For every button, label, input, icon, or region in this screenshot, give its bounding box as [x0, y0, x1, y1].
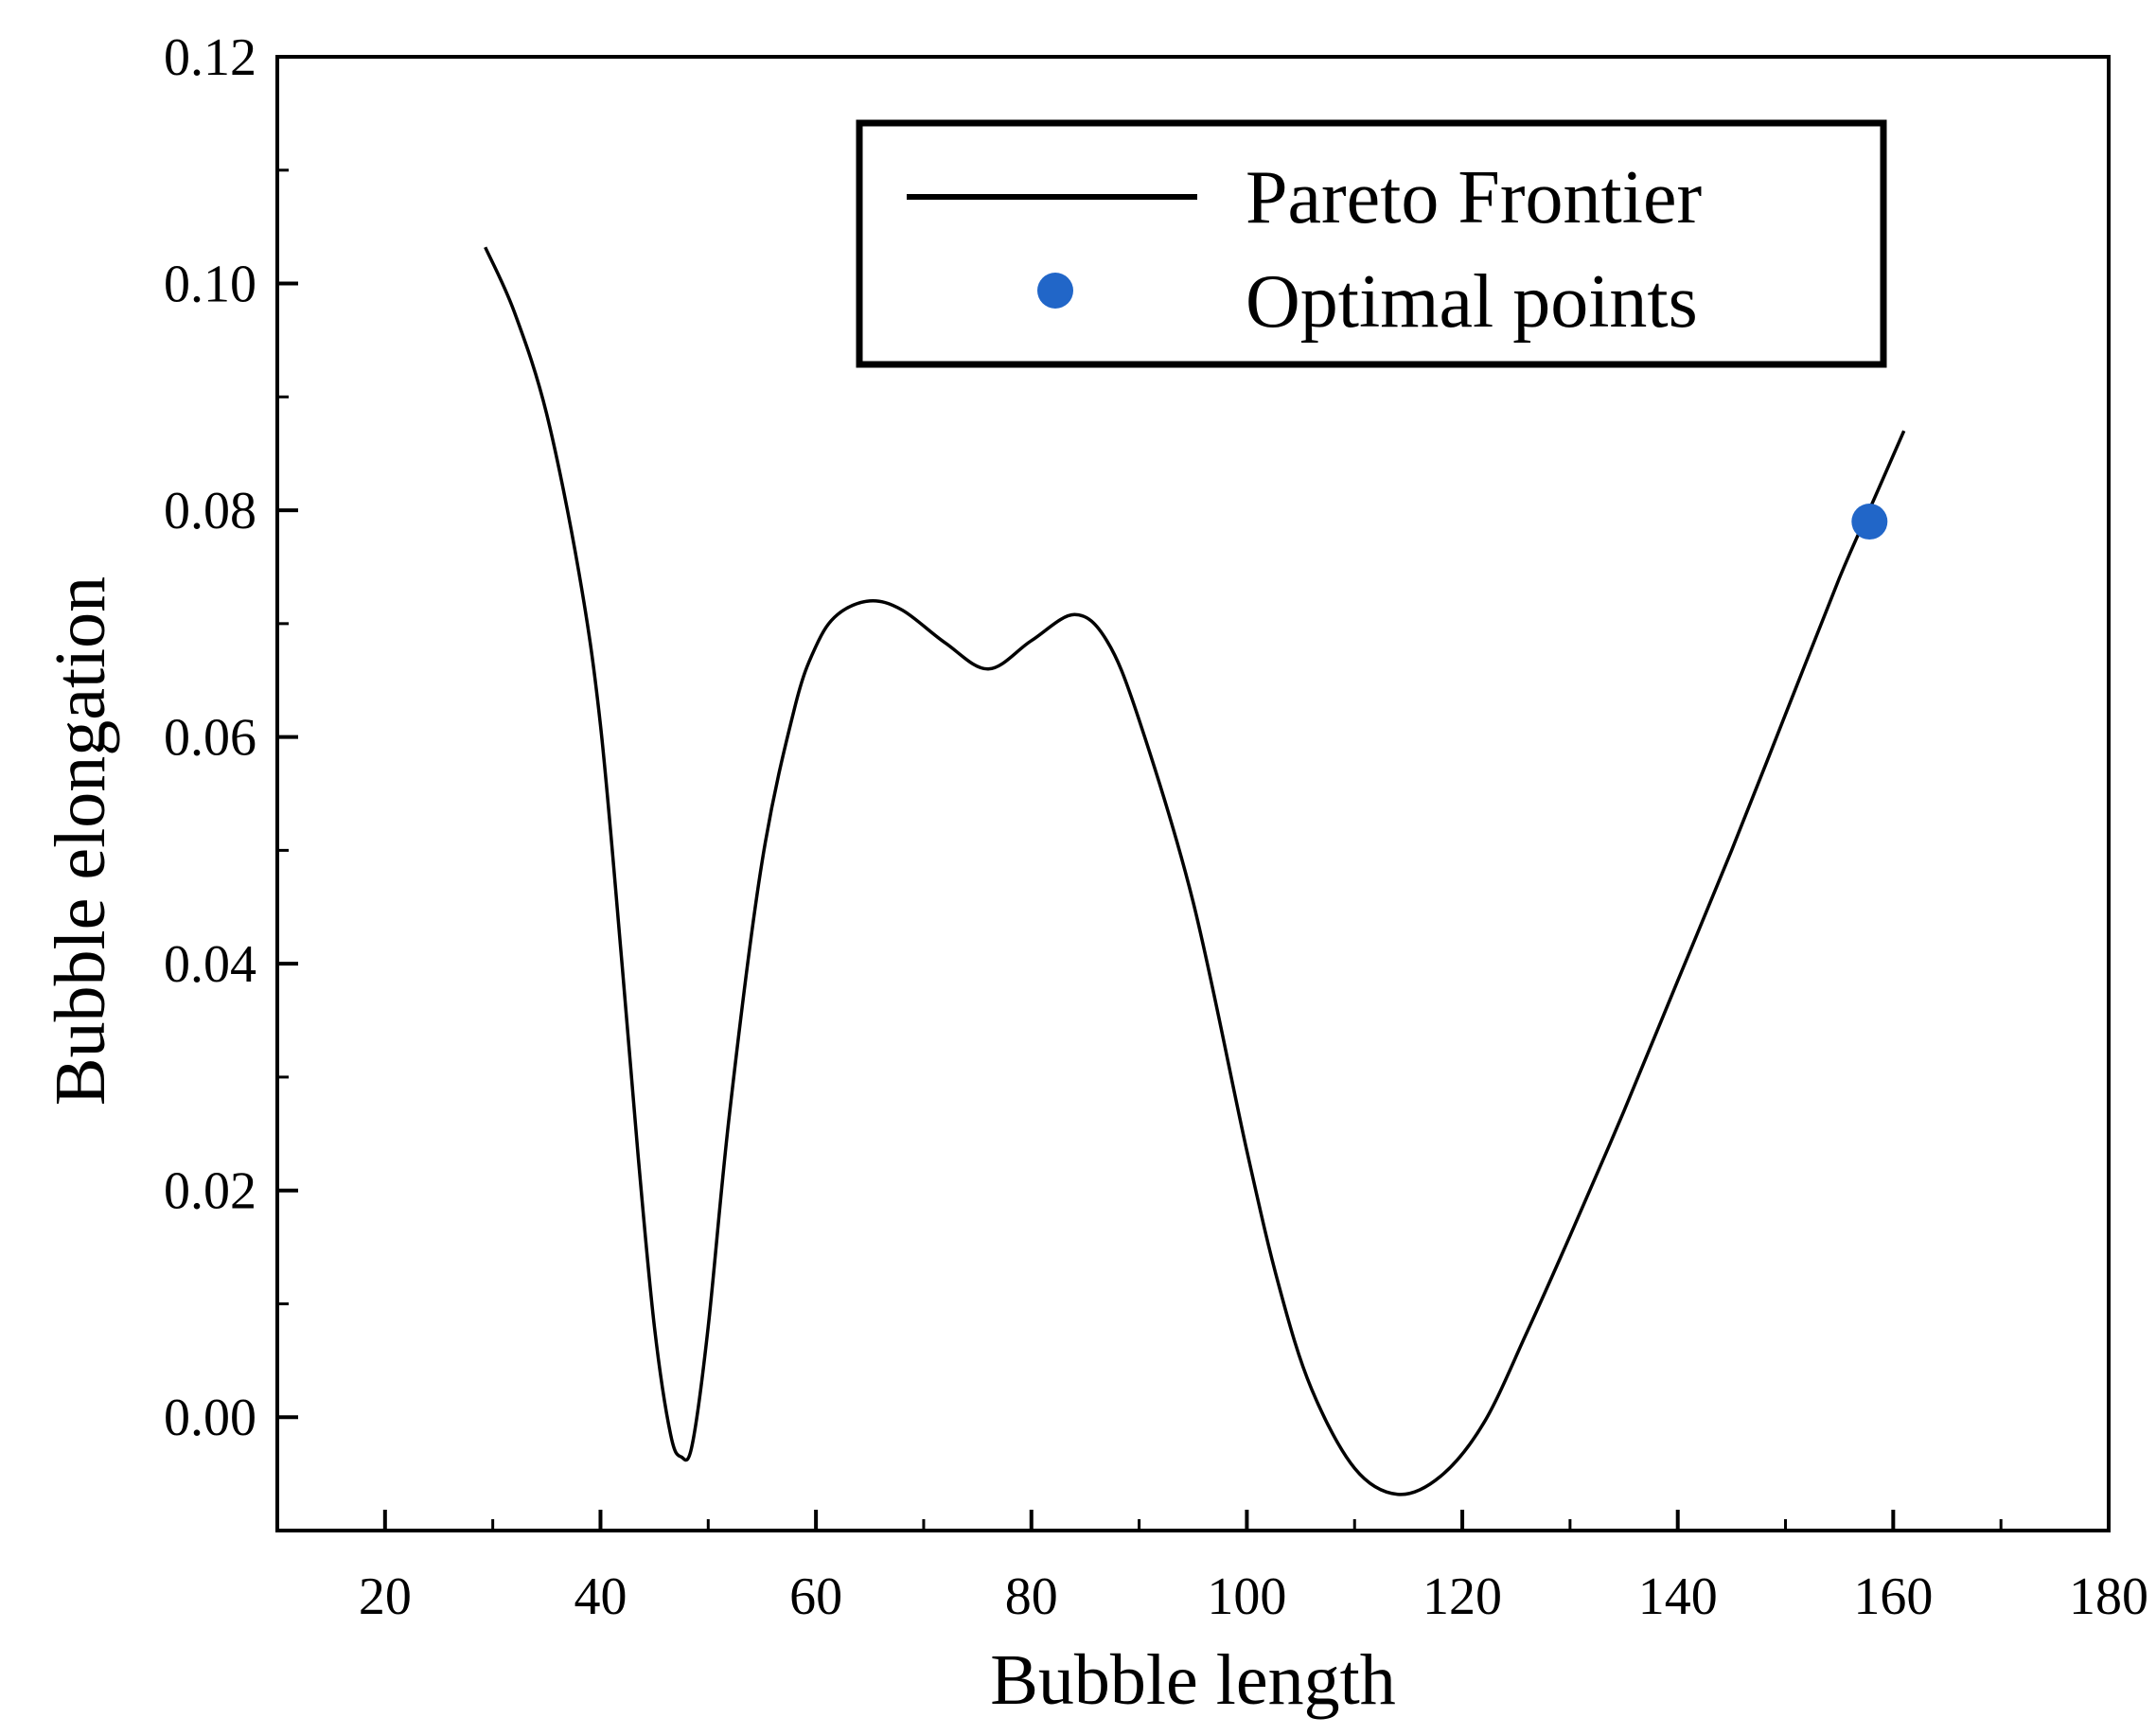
x-tick-label: 180 — [2069, 1567, 2148, 1626]
x-tick-label: 120 — [1423, 1567, 1502, 1626]
y-tick-label: 0.10 — [164, 256, 256, 314]
legend-box — [856, 119, 1887, 368]
axes — [275, 55, 2111, 1532]
y-tick-label: 0.12 — [164, 28, 256, 87]
plot-frame — [275, 55, 2111, 1532]
x-axis-ticks: 20 40 60 80 100 120 140 160 180 — [359, 1510, 2148, 1626]
y-axis-title: Bubble elongation — [41, 576, 120, 1106]
pareto-frontier-line — [484, 246, 1906, 1496]
y-tick-label: 0.02 — [164, 1162, 256, 1221]
optimal-point — [1851, 504, 1888, 540]
y-axis-ticks: 0.00 0.02 0.04 0.06 0.08 0.10 0.12 — [164, 28, 298, 1447]
x-tick-label: 100 — [1207, 1567, 1286, 1626]
legend-label-pareto-frontier: Pareto Frontier — [1246, 156, 1702, 239]
x-tick-label: 140 — [1638, 1567, 1718, 1626]
y-tick-label: 0.00 — [164, 1389, 256, 1447]
y-tick-label: 0.04 — [164, 935, 256, 994]
legend-label-optimal-points: Optimal points — [1246, 260, 1698, 344]
x-tick-label: 40 — [574, 1567, 627, 1626]
y-tick-label: 0.08 — [164, 482, 256, 540]
legend-dot-swatch — [1037, 273, 1073, 309]
x-tick-label: 20 — [359, 1567, 412, 1626]
x-tick-label: 60 — [789, 1567, 842, 1626]
x-tick-label: 160 — [1853, 1567, 1933, 1626]
x-tick-label: 80 — [1005, 1567, 1058, 1626]
y-tick-label: 0.06 — [164, 709, 256, 768]
series-layer — [484, 246, 1906, 1496]
x-axis-title: Bubble length — [990, 1640, 1396, 1720]
legend: Pareto Frontier Optimal points — [856, 119, 1887, 368]
